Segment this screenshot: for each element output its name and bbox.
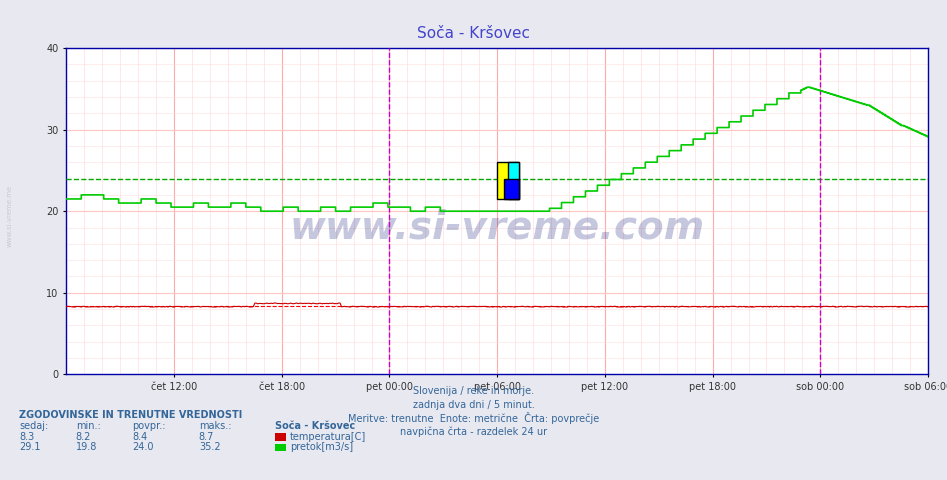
Text: www.si-vreme.com: www.si-vreme.com bbox=[290, 208, 705, 247]
FancyBboxPatch shape bbox=[497, 162, 519, 199]
Text: 35.2: 35.2 bbox=[199, 443, 221, 452]
Text: temperatura[C]: temperatura[C] bbox=[290, 432, 366, 442]
Text: maks.:: maks.: bbox=[199, 421, 231, 431]
Text: navpična črta - razdelek 24 ur: navpična črta - razdelek 24 ur bbox=[400, 426, 547, 437]
Text: sedaj:: sedaj: bbox=[19, 421, 48, 431]
FancyBboxPatch shape bbox=[504, 179, 519, 199]
Text: Slovenija / reke in morje.: Slovenija / reke in morje. bbox=[413, 386, 534, 396]
Text: ZGODOVINSKE IN TRENUTNE VREDNOSTI: ZGODOVINSKE IN TRENUTNE VREDNOSTI bbox=[19, 410, 242, 420]
Text: Soča - Kršovec: Soča - Kršovec bbox=[417, 26, 530, 41]
Text: zadnja dva dni / 5 minut.: zadnja dva dni / 5 minut. bbox=[413, 400, 534, 409]
Text: 8.2: 8.2 bbox=[76, 432, 91, 442]
Text: 8.4: 8.4 bbox=[133, 432, 148, 442]
Text: min.:: min.: bbox=[76, 421, 100, 431]
Text: Soča - Kršovec: Soča - Kršovec bbox=[275, 421, 355, 431]
Text: pretok[m3/s]: pretok[m3/s] bbox=[290, 443, 353, 452]
Text: 29.1: 29.1 bbox=[19, 443, 41, 452]
Text: www.si-vreme.me: www.si-vreme.me bbox=[7, 185, 12, 247]
Text: povpr.:: povpr.: bbox=[133, 421, 166, 431]
Text: 8.7: 8.7 bbox=[199, 432, 214, 442]
Text: Meritve: trenutne  Enote: metrične  Črta: povprečje: Meritve: trenutne Enote: metrične Črta: … bbox=[348, 412, 599, 424]
FancyBboxPatch shape bbox=[508, 162, 519, 199]
Text: 8.3: 8.3 bbox=[19, 432, 34, 442]
Text: 24.0: 24.0 bbox=[133, 443, 154, 452]
Text: 19.8: 19.8 bbox=[76, 443, 98, 452]
